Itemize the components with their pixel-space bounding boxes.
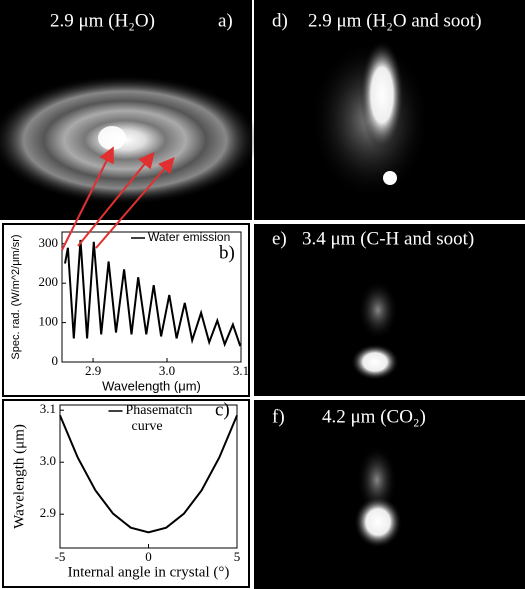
emission-core [98,126,126,150]
glow [354,496,402,548]
panel-label: c) [215,399,230,420]
x-tick-label: 2.9 [85,363,101,378]
x-tick-label: 3.1 [233,363,249,378]
panel-title: 2.9 μm (H₂O) [50,10,155,31]
y-tick-label: 0 [52,353,59,368]
y-axis-label: Spec. rad. (W/m^2/μm/sr) [10,234,22,359]
glow [358,280,398,340]
panel-title: 3.4 μm (C-H and soot) [302,228,474,249]
x-tick-label: 5 [234,549,241,564]
arrows [61,146,175,251]
panel-label: d) [272,10,288,31]
plot-frame [61,231,242,363]
y-tick-label: 3.0 [40,453,56,468]
y-tick-label: 300 [39,235,59,250]
data-line [64,239,242,348]
panel-label: a) [218,10,233,31]
x-axis-label: Internal angle in crystal (°) [68,564,230,580]
panel-frame [2,223,250,397]
emission-rings [0,75,260,205]
panel-label: b) [219,242,235,263]
data-line [59,415,238,534]
glow [351,344,399,380]
y-tick-label: 2.9 [40,505,56,520]
panel-title: 2.9 μm (H₂O and soot) [308,10,482,31]
panel-label: f) [272,406,285,427]
panel-title: 4.2 μm (CO₂) [322,406,426,427]
legend-label: Water emission [148,230,230,244]
x-tick-label: 3.0 [159,363,175,378]
legend-label: Phasematch curve [126,403,193,434]
y-tick-label: 200 [39,274,59,289]
y-tick-label: 3.1 [40,401,56,416]
glow [357,445,397,515]
glow [383,171,397,185]
x-tick-label: -5 [55,549,66,564]
x-tick-label: 0 [145,549,152,564]
panel-frame [2,399,250,588]
y-tick-label: 100 [39,314,59,329]
panel-label: e) [272,228,287,249]
y-axis-label: Wavelength (μm) [11,424,27,529]
glow [360,40,404,150]
x-axis-label: Wavelength (μm) [102,378,201,393]
